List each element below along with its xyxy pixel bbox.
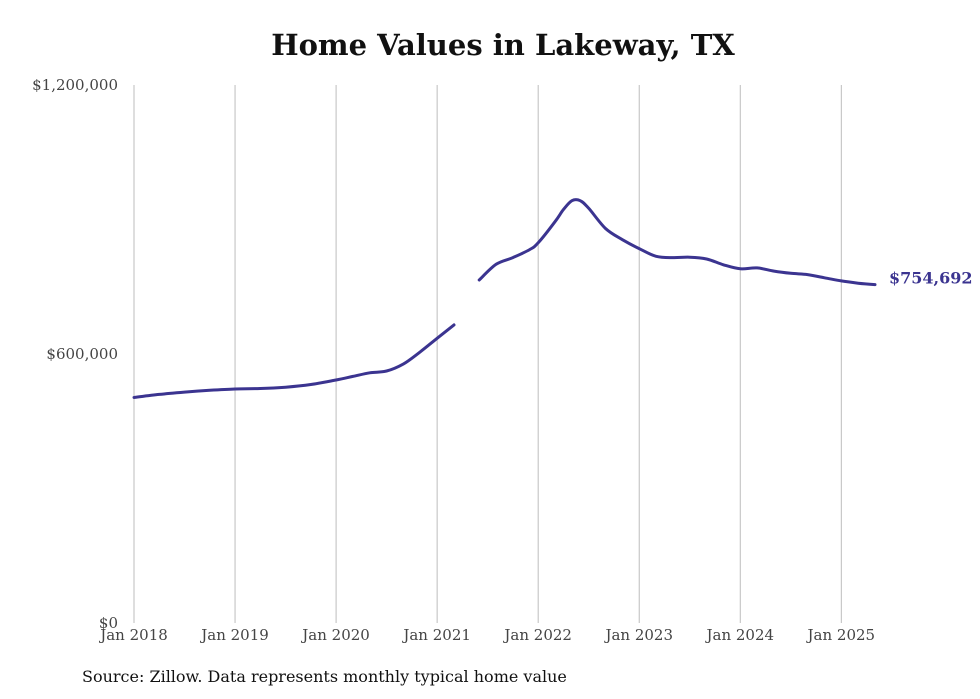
x-tick-label: Jan 2024 <box>704 626 774 644</box>
y-tick-label: $600,000 <box>46 345 118 363</box>
source-note: Source: Zillow. Data represents monthly … <box>82 667 567 686</box>
home-value-series <box>132 198 877 399</box>
x-tick-label: Jan 2022 <box>502 626 572 644</box>
x-tick-label: Jan 2019 <box>199 626 269 644</box>
series-line-segment-1 <box>132 323 456 399</box>
x-tick-label: Jan 2018 <box>98 626 168 644</box>
series-line-segment-2 <box>477 198 877 287</box>
y-tick-label: $0 <box>99 614 118 632</box>
x-tick-label: Jan 2023 <box>603 626 673 644</box>
y-tick-label: $1,200,000 <box>32 76 118 94</box>
chart-title: Home Values in Lakeway, TX <box>271 28 735 62</box>
end-value-label: $754,692 <box>889 269 973 288</box>
x-tick-label: Jan 2025 <box>806 626 876 644</box>
axis-tick-labels: Jan 2018 Jan 2019 Jan 2020 Jan 2021 Jan 2022… <box>32 76 875 644</box>
x-tick-label: Jan 2020 <box>300 626 370 644</box>
x-tick-label: Jan 2021 <box>401 626 471 644</box>
end-value-labels: $754,692 <box>889 269 973 288</box>
gridlines <box>133 85 842 623</box>
